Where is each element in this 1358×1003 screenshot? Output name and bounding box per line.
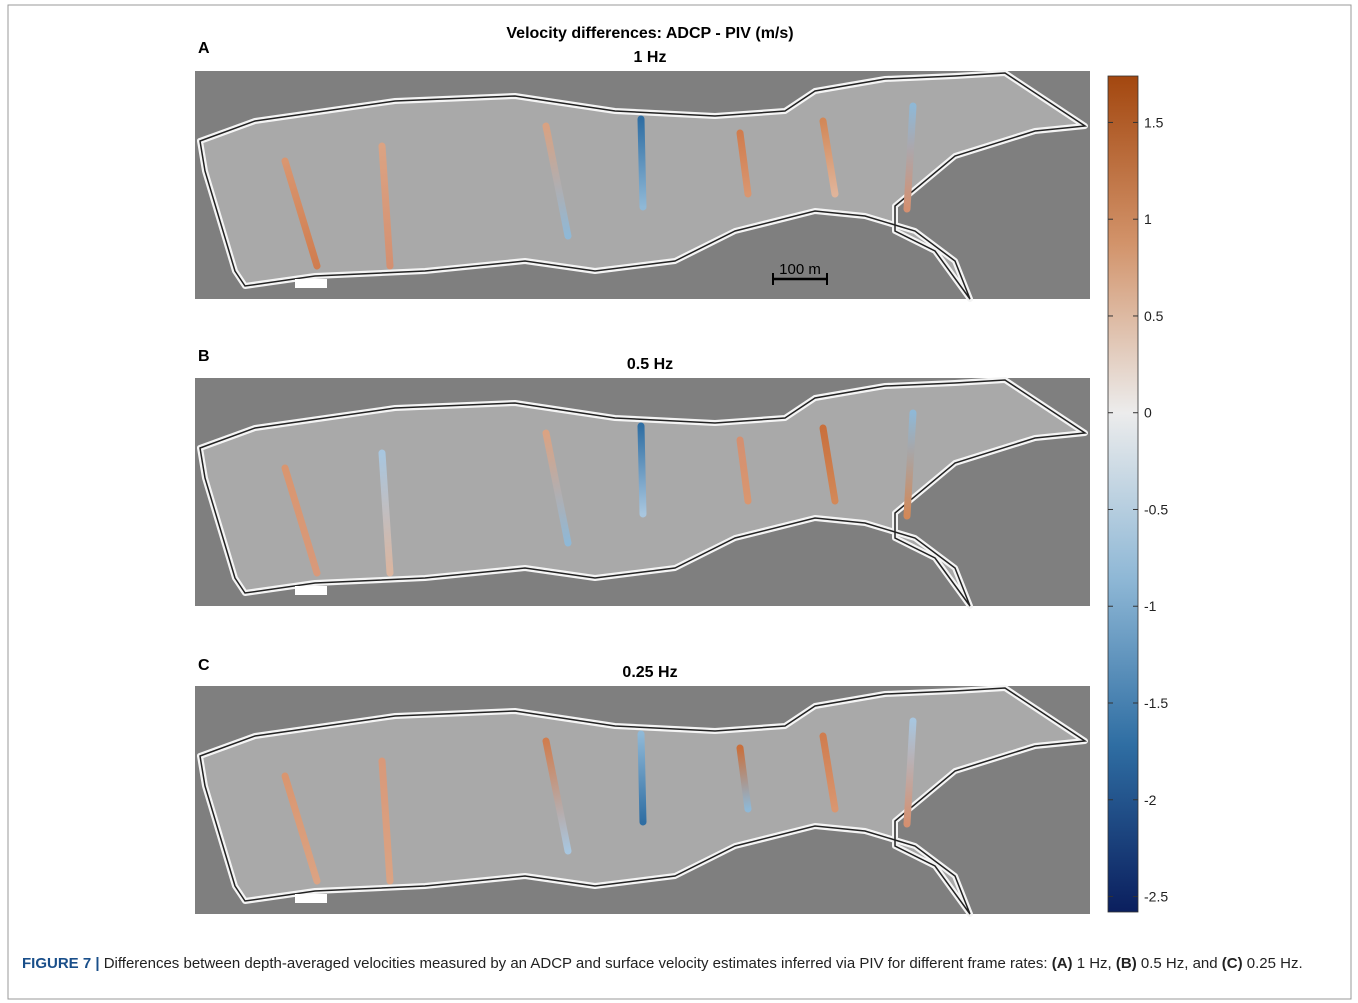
transect — [903, 102, 917, 213]
transect — [637, 115, 647, 211]
caption-text: 0.25 Hz. — [1242, 955, 1303, 972]
river-bank — [199, 379, 1088, 607]
transect — [281, 464, 321, 577]
colorbar-tick-label: -2 — [1144, 792, 1157, 808]
transect — [378, 757, 394, 885]
transect — [542, 737, 572, 855]
colorbar-tick-label: -2.5 — [1144, 889, 1168, 905]
transect — [903, 717, 917, 828]
figure-title: Velocity differences: ADCP - PIV (m/s) — [506, 25, 793, 42]
panel — [195, 377, 1090, 609]
transect — [542, 122, 572, 240]
colorbar-tick-label: -1.5 — [1144, 695, 1168, 711]
caption-text: Differences between depth-averaged veloc… — [99, 955, 1052, 972]
transect — [542, 429, 572, 547]
caption: FIGURE 7 | Differences between depth-ave… — [22, 953, 1332, 975]
transect — [736, 744, 752, 813]
panel-label: B — [198, 348, 210, 365]
caption-label: FIGURE 7 | — [22, 955, 100, 972]
transect — [378, 449, 394, 577]
river-bank — [199, 687, 1088, 915]
colorbar-tick-label: 1 — [1144, 211, 1152, 227]
panel-title: 0.25 Hz — [622, 664, 677, 681]
panel-label: A — [198, 40, 210, 57]
building — [295, 279, 327, 288]
panel — [195, 685, 1090, 917]
caption-text: (B) — [1115, 955, 1137, 972]
colorbar-tick-label: 0.5 — [1144, 308, 1164, 324]
panel-title: 1 Hz — [634, 49, 667, 66]
building — [295, 894, 327, 903]
colorbar-tick-label: -1 — [1144, 598, 1157, 614]
caption-text: (A) — [1051, 955, 1073, 972]
transect — [903, 409, 917, 520]
transect — [736, 129, 752, 198]
river-bank — [199, 72, 1088, 300]
transect — [637, 422, 647, 518]
colorbar-tick-label: 0 — [1144, 405, 1152, 421]
transect — [281, 772, 321, 885]
transect — [819, 117, 839, 198]
transect — [819, 732, 839, 813]
colorbar-tick-label: 1.5 — [1144, 114, 1164, 130]
caption-text: 0.5 Hz, and — [1136, 955, 1222, 972]
colorbar-tick-label: -0.5 — [1144, 501, 1168, 517]
frame — [7, 4, 1352, 1000]
scale-bar-label: 100 m — [779, 261, 821, 278]
transect — [637, 730, 647, 826]
building — [295, 586, 327, 595]
panel-title: 0.5 Hz — [627, 356, 673, 373]
colorbar — [1107, 75, 1139, 913]
transect — [281, 157, 321, 270]
transect — [736, 436, 752, 505]
panel — [195, 70, 1090, 302]
transect — [819, 424, 839, 505]
caption-text: (C) — [1221, 955, 1243, 972]
caption-text: 1 Hz, — [1072, 955, 1116, 972]
panel-label: C — [198, 657, 210, 674]
transect — [378, 142, 394, 270]
